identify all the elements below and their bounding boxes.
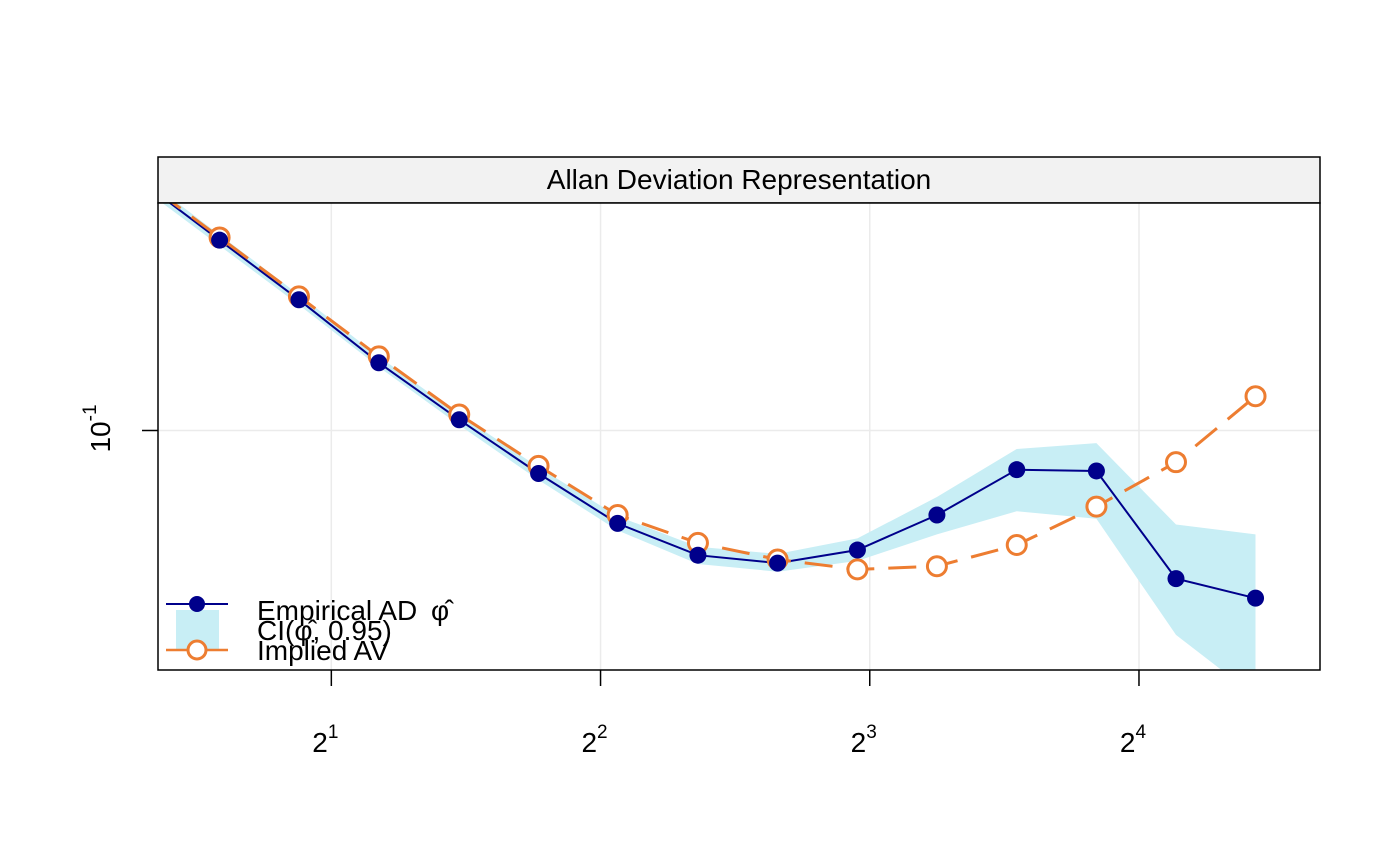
legend-ci-suffix: , 0.95) bbox=[312, 615, 391, 646]
implied-av-point bbox=[1244, 385, 1267, 408]
x-tick-exponent: 2 bbox=[597, 722, 608, 743]
empirical-ad-point bbox=[211, 231, 229, 249]
series-layer bbox=[168, 203, 1267, 607]
legend-implied-marker bbox=[186, 639, 208, 661]
empirical-ad-point bbox=[1008, 461, 1026, 479]
empirical-ad-point bbox=[450, 411, 468, 429]
x-tick-exponent: 3 bbox=[866, 722, 877, 743]
y-tick-exponent: -1 bbox=[80, 404, 101, 421]
legend-ci-prefix: CI( bbox=[257, 615, 295, 646]
implied-av-point bbox=[846, 558, 869, 581]
y-tick-label: 10-1 bbox=[80, 404, 116, 452]
x-tick-label: 23 bbox=[851, 722, 877, 758]
legend-empirical-marker bbox=[189, 596, 205, 612]
plot-area bbox=[158, 203, 1320, 670]
legend-ci-phi-hat: φ̂ bbox=[294, 615, 317, 646]
x-tick-label: 21 bbox=[312, 722, 338, 758]
empirical-ad-point bbox=[769, 554, 787, 572]
x-tick-base: 2 bbox=[581, 727, 597, 758]
plot-border bbox=[157, 202, 1321, 671]
x-tick-base: 2 bbox=[312, 727, 328, 758]
implied-av-point bbox=[1164, 451, 1187, 474]
empirical-ad-point bbox=[609, 514, 627, 532]
x-tick-label: 24 bbox=[1120, 722, 1147, 758]
grid bbox=[158, 203, 1320, 670]
empirical-ad-point bbox=[370, 354, 388, 372]
implied-av-point bbox=[1085, 495, 1108, 518]
x-tick-exponent: 4 bbox=[1135, 722, 1146, 743]
empirical-ad-point bbox=[1247, 589, 1265, 607]
empirical-ad-point bbox=[1167, 570, 1185, 588]
legend-empirical-name: Empirical AD bbox=[257, 595, 417, 626]
legend-label-implied: Implied AV bbox=[257, 635, 389, 666]
empirical-ad-point bbox=[928, 506, 946, 524]
empirical-ad-point bbox=[1087, 462, 1105, 480]
empirical-ad-point bbox=[689, 546, 707, 564]
legend-label-ci: CI(φ̂, 0.95) bbox=[257, 615, 392, 646]
x-tick-base: 2 bbox=[1120, 727, 1136, 758]
chart-title: Allan Deviation Representation bbox=[547, 164, 931, 195]
legend: Empirical AD φ̂ CI(φ̂, 0.95) Implied AV bbox=[166, 595, 454, 666]
implied-av-point bbox=[925, 555, 948, 578]
empirical-ad-point bbox=[290, 291, 308, 309]
x-tick-base: 2 bbox=[851, 727, 867, 758]
implied-av-point bbox=[1005, 534, 1028, 557]
y-tick-base: 10 bbox=[85, 421, 116, 452]
empirical-ad-point bbox=[848, 541, 866, 559]
x-tick-label: 22 bbox=[581, 722, 607, 758]
x-tick-exponent: 1 bbox=[328, 722, 339, 743]
title-strip bbox=[157, 156, 1321, 204]
legend-empirical-phi-hat: φ̂ bbox=[431, 595, 454, 626]
empirical-ad-point bbox=[530, 465, 548, 483]
legend-label-empirical: Empirical AD φ̂ bbox=[257, 595, 454, 626]
